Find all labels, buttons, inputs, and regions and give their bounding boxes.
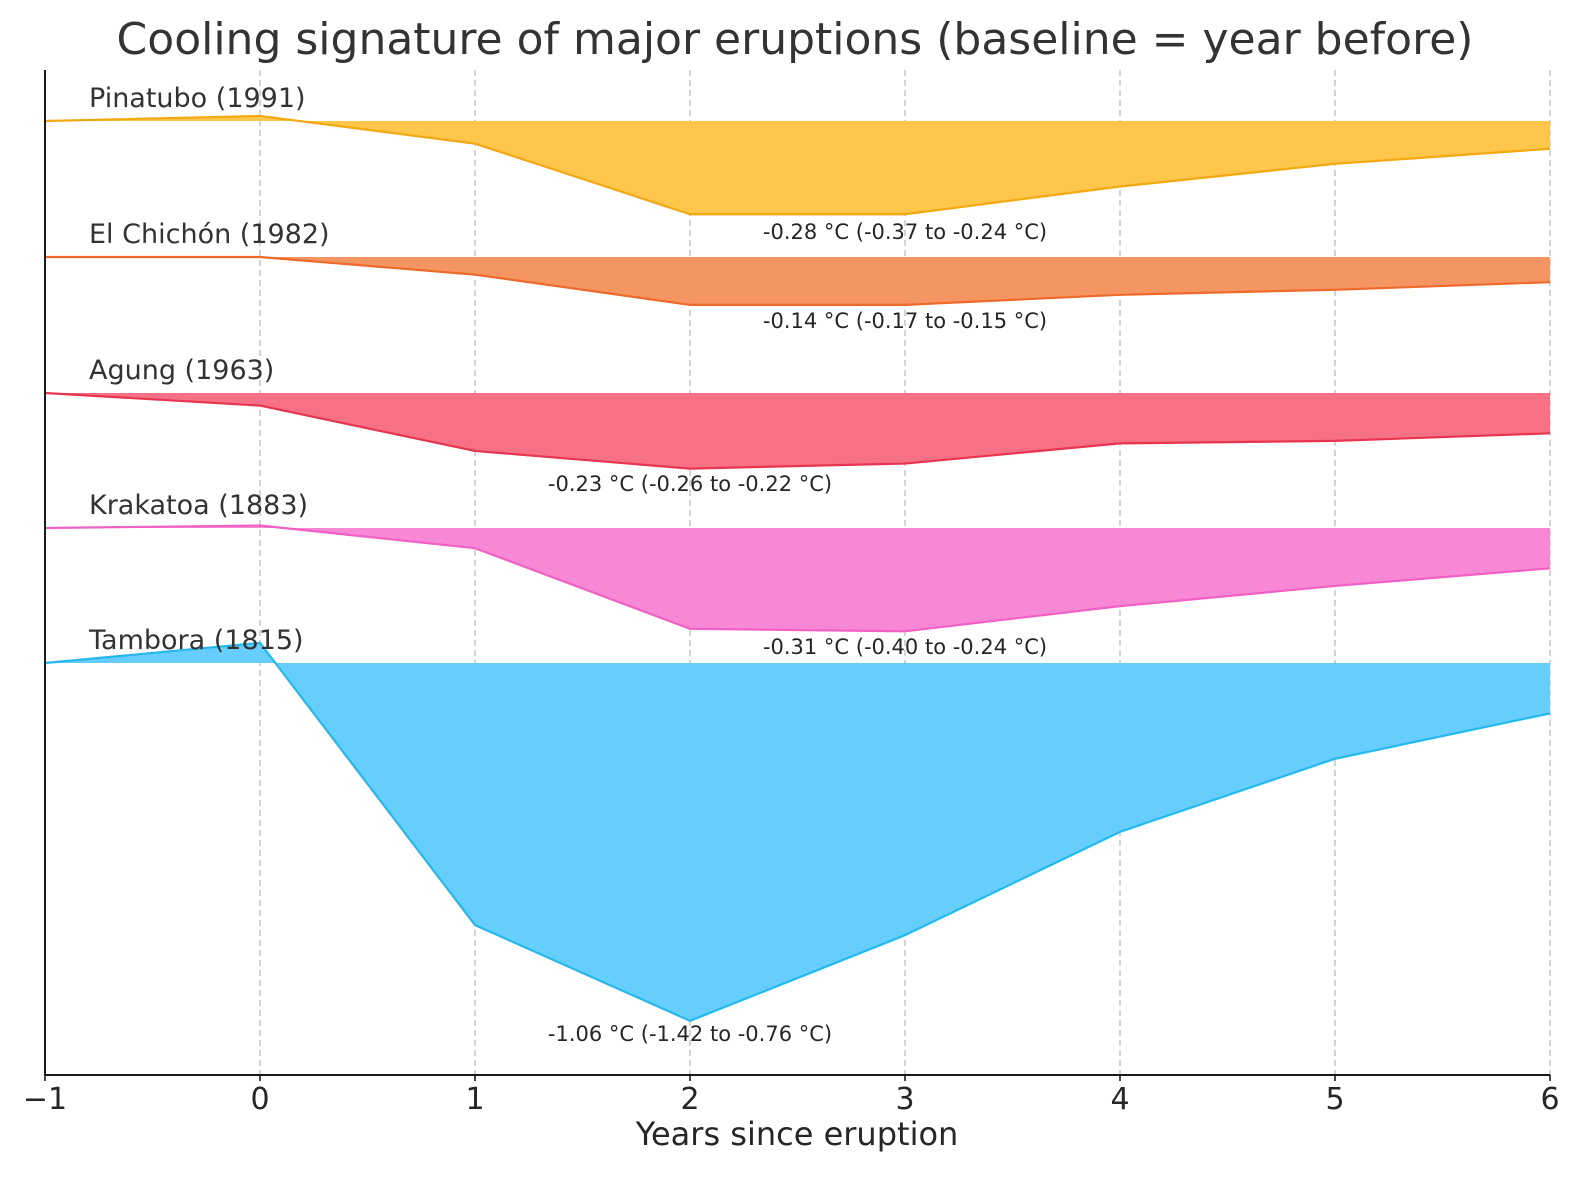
x-ticks: −1 0 1 2 3 4 5 6 (23, 1075, 1560, 1117)
series-layer: Pinatubo (1991) -0.28 °C (-0.37 to -0.24 … (44, 83, 1551, 1046)
series-group: Pinatubo (1991) -0.28 °C (-0.37 to -0.24 … (44, 83, 1551, 244)
series-group: Krakatoa (1883) -0.31 °C (-0.40 to -0.24 … (44, 490, 1551, 659)
series-annotation: -0.28 °C (-0.37 to -0.24 °C) (763, 220, 1047, 244)
series-line (44, 391, 1551, 470)
x-tick-label: 4 (1110, 1082, 1129, 1117)
series-line (44, 114, 1551, 216)
series-area (45, 115, 1550, 215)
series-annotation: -1.06 °C (-1.42 to -0.76 °C) (548, 1022, 832, 1046)
axes (44, 70, 1550, 1076)
series-area (45, 257, 1550, 305)
series-label: Tambora (1815) (88, 625, 304, 656)
series-line (45, 255, 1551, 306)
series-group: Agung (1963) -0.23 °C (-0.26 to -0.22 °C) (44, 355, 1551, 496)
series-group: El Chichón (1982) -0.14 °C (-0.17 to -0.1… (45, 219, 1551, 333)
x-tick-label: 3 (895, 1082, 914, 1117)
series-area (45, 642, 1550, 1021)
x-tick-label: 2 (680, 1082, 699, 1117)
series-area (45, 393, 1550, 469)
series-area (45, 525, 1550, 632)
series-line (44, 524, 1551, 633)
series-annotation: -0.31 °C (-0.40 to -0.24 °C) (763, 635, 1047, 659)
series-annotation: -0.14 °C (-0.17 to -0.15 °C) (763, 309, 1047, 333)
x-tick-label: 0 (250, 1082, 269, 1117)
series-annotation: -0.23 °C (-0.26 to -0.22 °C) (548, 472, 832, 496)
x-tick-label: 5 (1325, 1082, 1344, 1117)
x-axis-label: Years since eruption (635, 1115, 959, 1153)
series-label: Pinatubo (1991) (89, 83, 306, 114)
series-group: Tambora (1815) -1.06 °C (-1.42 to -0.76 °… (44, 625, 1551, 1046)
chart-title: Cooling signature of major eruptions (ba… (117, 14, 1474, 65)
x-tick-label: −1 (23, 1082, 67, 1117)
series-line (44, 641, 1551, 1023)
x-tick-label: 6 (1540, 1082, 1559, 1117)
x-tick-label: 1 (465, 1082, 484, 1117)
series-label: Krakatoa (1883) (89, 490, 308, 521)
series-label: El Chichón (1982) (89, 219, 330, 250)
series-label: Agung (1963) (89, 355, 274, 386)
